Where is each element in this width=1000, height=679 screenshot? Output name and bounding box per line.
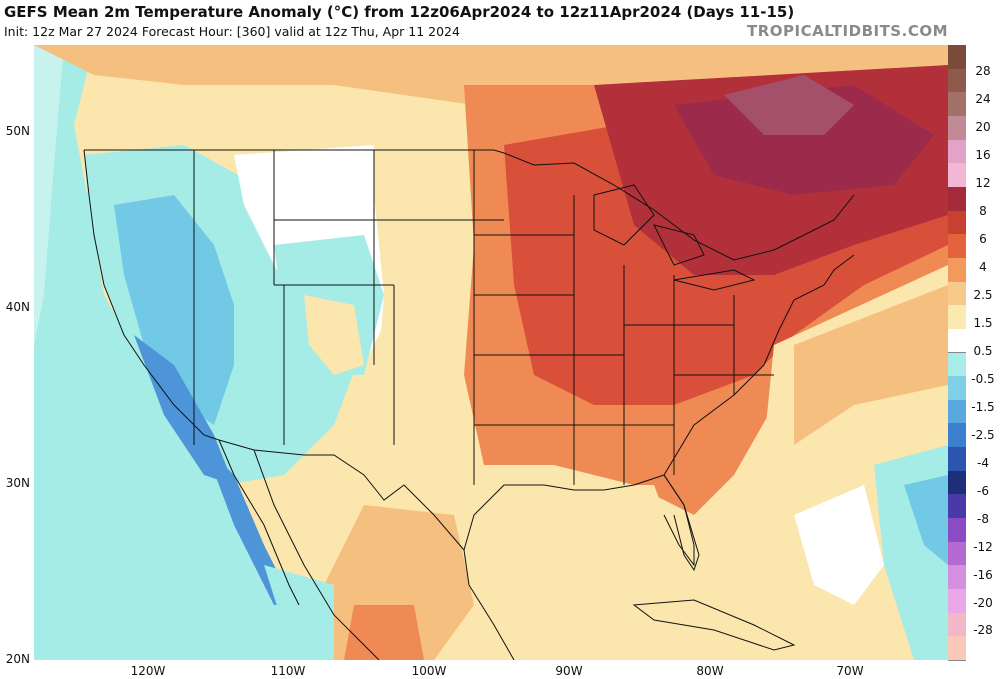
colorbar-label: 4 bbox=[979, 260, 987, 275]
colorbar-label: -0.5 bbox=[971, 371, 995, 386]
gulf-coastline bbox=[463, 474, 695, 567]
colorbar-swatch bbox=[948, 352, 966, 378]
source-credit: TROPICALTIDBITS.COM bbox=[747, 22, 948, 40]
lon-label-90w: 90W bbox=[555, 664, 583, 678]
colorbar-swatch bbox=[948, 92, 966, 117]
lake-superior-michigan bbox=[593, 184, 655, 246]
florida-coastline bbox=[663, 474, 700, 572]
lat-label-30n: 30N bbox=[5, 476, 30, 490]
colorbar-label: 6 bbox=[979, 232, 987, 247]
anomaly-map-svg bbox=[34, 45, 948, 660]
colorbar-swatch bbox=[948, 612, 966, 638]
colorbar-label: -6 bbox=[977, 483, 989, 498]
colorbar-swatch bbox=[948, 139, 966, 165]
us-mexico-border bbox=[218, 439, 465, 551]
colorbar-label: 0.5 bbox=[973, 343, 993, 358]
colorbar-swatch bbox=[948, 115, 966, 141]
gulf-warm-light-region bbox=[464, 485, 684, 660]
baja-cool-dark-region bbox=[204, 445, 294, 605]
colorbar-label: -12 bbox=[973, 539, 993, 554]
colorbar-label: -4 bbox=[977, 455, 989, 470]
lat-label-50n: 50N bbox=[5, 124, 30, 138]
cuba-coastline bbox=[632, 599, 796, 651]
colorbar-swatch bbox=[948, 494, 966, 520]
east-coastline bbox=[663, 254, 855, 476]
california-cool-dark-region bbox=[134, 335, 234, 485]
colorbar-swatch bbox=[948, 376, 966, 401]
mexico-pacific-cool-region bbox=[264, 565, 334, 660]
colorbar-swatch bbox=[948, 281, 966, 307]
colorbar-swatch bbox=[948, 636, 966, 661]
colorbar-label: -28 bbox=[973, 623, 993, 638]
colorbar-swatch bbox=[948, 45, 966, 70]
atlantic-warm-mid-region bbox=[794, 285, 948, 445]
lake-huron bbox=[653, 224, 705, 266]
colorbar-label: 12 bbox=[975, 176, 991, 191]
state-lines bbox=[193, 150, 774, 485]
anomaly-map bbox=[34, 45, 948, 660]
colorbar-label: -16 bbox=[973, 567, 993, 582]
mexico-gulf-coastline bbox=[463, 549, 515, 660]
colorbar-swatch bbox=[948, 163, 966, 188]
colorbar-swatch bbox=[948, 68, 966, 94]
colorbar-swatch bbox=[948, 305, 966, 330]
atlantic-cool-mid-region bbox=[904, 475, 948, 565]
political-borders bbox=[83, 149, 855, 660]
quebec-warm-darkest-region bbox=[674, 85, 934, 195]
quebec-extreme-region bbox=[724, 75, 854, 135]
lon-label-80w: 80W bbox=[696, 664, 724, 678]
lake-erie-ontario bbox=[673, 269, 756, 291]
four-corners-warm-region bbox=[304, 295, 364, 375]
colorbar-swatch bbox=[948, 210, 966, 236]
colorbar-label: -20 bbox=[973, 595, 993, 610]
lat-label-20n: 20N bbox=[5, 652, 30, 666]
colorbar-swatch bbox=[948, 186, 966, 212]
colorbar-label: 1.5 bbox=[973, 315, 993, 330]
colorbar-swatch bbox=[948, 234, 966, 259]
lon-label-100w: 100W bbox=[411, 664, 447, 678]
lon-label-70w: 70W bbox=[836, 664, 864, 678]
us-canada-border bbox=[84, 149, 855, 261]
lon-label-120w: 120W bbox=[130, 664, 166, 678]
colorbar-swatch bbox=[948, 541, 966, 567]
colorbar-swatch bbox=[948, 399, 966, 425]
west-cool-mid-region bbox=[114, 195, 234, 425]
colorbar-legend: 28 24 20 16 12 8 6 4 2.5 1.5 0.5 -0.5 -1.5 -2.5 -4 -6 -8… bbox=[948, 45, 1000, 661]
pacific-light-region bbox=[34, 45, 64, 345]
colorbar-label: 24 bbox=[975, 92, 991, 107]
atlantic-neutral-region bbox=[794, 485, 884, 605]
colorbar-swatch bbox=[948, 589, 966, 614]
colorbar-swatch bbox=[948, 447, 966, 472]
colorbar-label: 20 bbox=[975, 120, 991, 135]
colorbar-label: 2.5 bbox=[973, 288, 993, 302]
colorbar-swatch bbox=[948, 518, 966, 543]
mexico-warm-orange-region bbox=[344, 605, 424, 660]
colorbar-label: -8 bbox=[977, 511, 989, 526]
lon-label-110w: 110W bbox=[270, 664, 306, 678]
colorbar-swatch bbox=[948, 470, 966, 496]
colorbar-swatch bbox=[948, 565, 966, 591]
colorbar-label: -2.5 bbox=[971, 427, 995, 442]
mexico-pacific-coastline bbox=[218, 439, 380, 660]
colorbar-swatch bbox=[948, 257, 966, 283]
colorbar-label: -1.5 bbox=[971, 399, 995, 414]
lat-label-40n: 40N bbox=[5, 300, 30, 314]
colorbar-label: 8 bbox=[979, 204, 987, 219]
colorbar-label: 16 bbox=[975, 148, 991, 163]
map-subtitle: Init: 12z Mar 27 2024 Forecast Hour: [36… bbox=[4, 24, 460, 39]
map-title: GEFS Mean 2m Temperature Anomaly (°C) fr… bbox=[4, 3, 795, 21]
colorbar-label: 28 bbox=[975, 64, 991, 79]
colorbar-swatch bbox=[948, 423, 966, 449]
colorbar-swatch bbox=[948, 328, 966, 354]
